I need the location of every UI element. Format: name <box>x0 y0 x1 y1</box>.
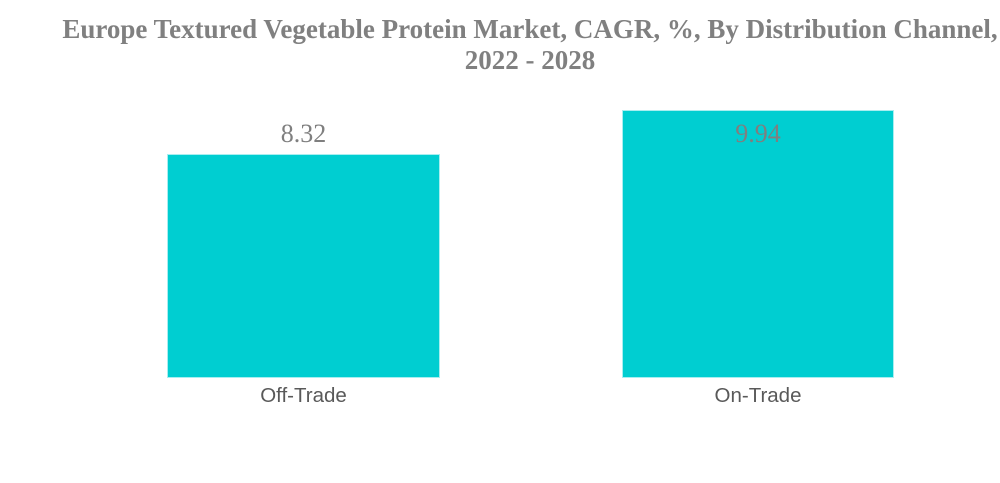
bar-off-trade <box>167 153 440 378</box>
value-label-on-trade: 9.94 <box>735 119 781 148</box>
bar-on-trade <box>622 110 894 378</box>
category-label-off-trade: Off-Trade <box>260 384 347 407</box>
chart-title: Europe Textured Vegetable Protein Market… <box>62 14 998 75</box>
value-label-off-trade: 8.32 <box>280 119 327 148</box>
category-label-on-trade: On-Trade <box>714 384 802 407</box>
